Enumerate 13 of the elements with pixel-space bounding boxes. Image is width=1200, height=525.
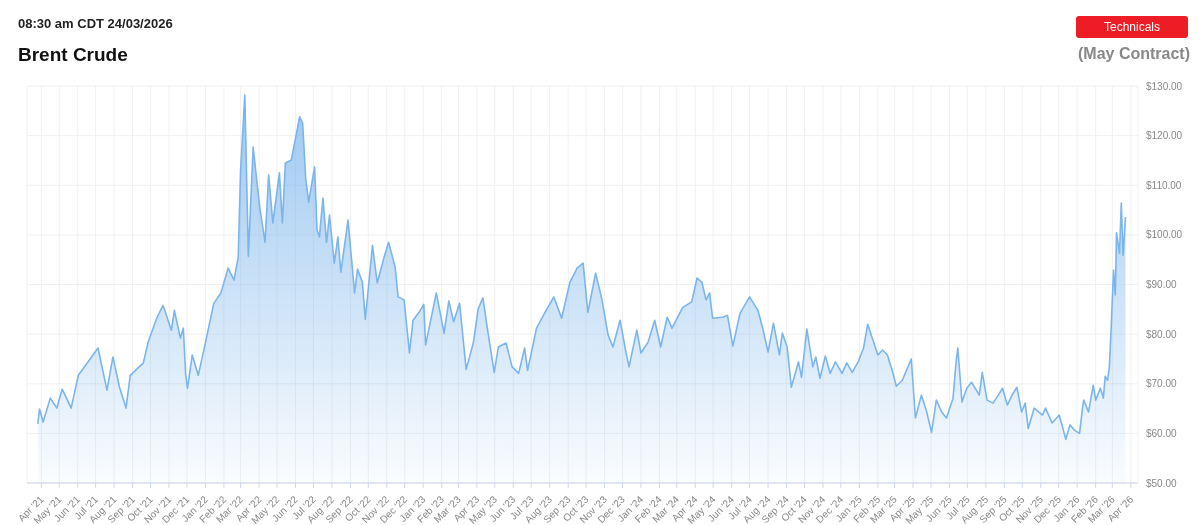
- y-tick-label: $130.00: [1146, 80, 1183, 92]
- y-tick-label: $100.00: [1146, 229, 1183, 241]
- y-tick-label: $70.00: [1146, 378, 1178, 390]
- technicals-button: Technicals: [1076, 16, 1188, 38]
- y-tick-label: $50.00: [1146, 477, 1178, 489]
- y-tick-label: $110.00: [1146, 179, 1182, 191]
- y-tick-label: $80.00: [1146, 328, 1178, 340]
- text: 08:30 am CDT 24/03/2026: [18, 16, 173, 31]
- chart-subtitle: (May Contract): [1077, 45, 1190, 63]
- y-tick-label: $90.00: [1146, 279, 1178, 291]
- y-tick-label: $120.00: [1146, 130, 1183, 142]
- chart-title: Brent Crude: [18, 44, 128, 66]
- y-tick-label: $60.00: [1146, 427, 1178, 439]
